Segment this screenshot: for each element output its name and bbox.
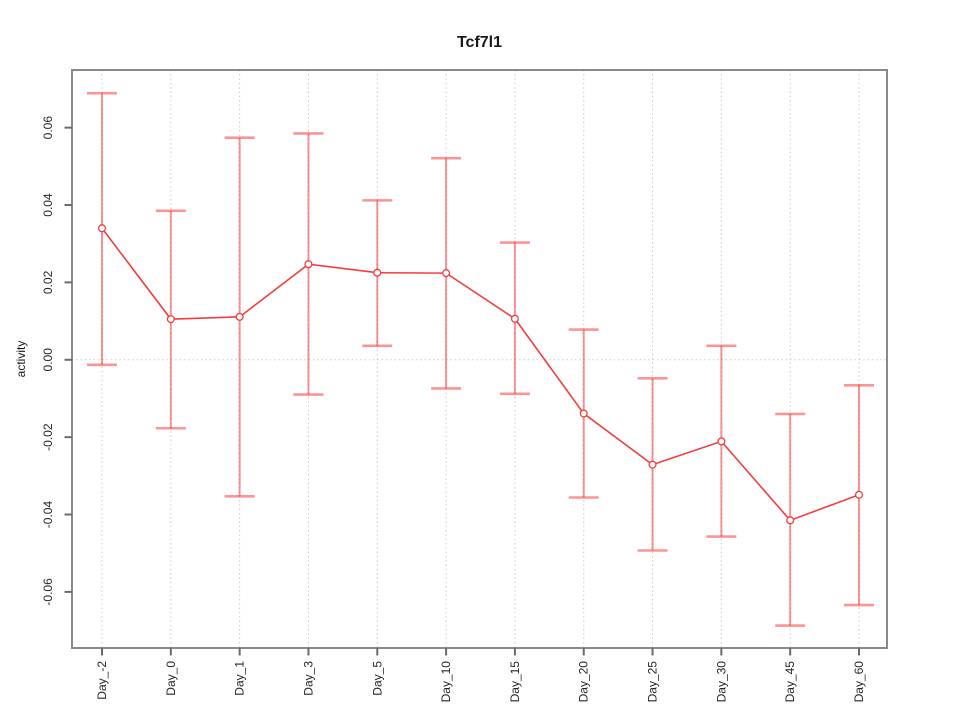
- data-point: [166, 315, 175, 324]
- y-tick-label: 0.04: [41, 193, 55, 217]
- plot-border: [71, 69, 888, 649]
- y-tick-label: -0.06: [41, 578, 55, 606]
- y-tick-label: 0.00: [41, 348, 55, 372]
- x-tick-label: Day_3: [301, 661, 315, 696]
- data-point: [97, 224, 107, 233]
- y-tick-label: -0.04: [41, 501, 55, 529]
- x-tick-label: Day_20: [577, 661, 591, 703]
- x-tick-label: Day_45: [783, 661, 797, 703]
- data-point: [304, 260, 313, 269]
- data-point: [579, 409, 588, 418]
- x-tick-label: Day_-2: [95, 661, 109, 700]
- chart-title: Tcf7l1: [456, 34, 503, 51]
- data-point: [786, 516, 795, 525]
- data-point: [373, 268, 382, 277]
- data-point: [442, 269, 451, 278]
- x-tick-label: Day_10: [439, 661, 453, 703]
- x-tick-label: Day_60: [852, 661, 866, 703]
- gridlines: [72, 70, 887, 648]
- y-tick-label: 0.02: [41, 270, 55, 294]
- data-points: [97, 224, 864, 525]
- x-tick-label: Day_0: [164, 661, 178, 696]
- x-tick-label: Day_1: [233, 661, 247, 696]
- x-tick-label: Day_30: [714, 661, 728, 703]
- data-point: [854, 490, 864, 499]
- x-axis: Day_-2 Day_0 Day_1 Day_3 Day_5 Day_10 Day_15 Da…: [95, 648, 866, 702]
- data-point: [648, 460, 657, 469]
- data-point: [717, 437, 726, 446]
- data-point: [235, 312, 244, 321]
- x-tick-label: Day_15: [508, 661, 522, 703]
- y-tick-label: -0.02: [41, 423, 55, 451]
- x-tick-label: Day_5: [370, 661, 384, 696]
- x-tick-label: Day_25: [646, 661, 660, 703]
- y-tick-label: 0.06: [41, 116, 55, 140]
- y-axis: 0.06 0.04 0.02 0.00 -0.02 -0.04 -0.06: [41, 116, 72, 606]
- y-axis-title: activity: [14, 340, 28, 378]
- series-line: [101, 227, 860, 522]
- data-point: [510, 314, 519, 323]
